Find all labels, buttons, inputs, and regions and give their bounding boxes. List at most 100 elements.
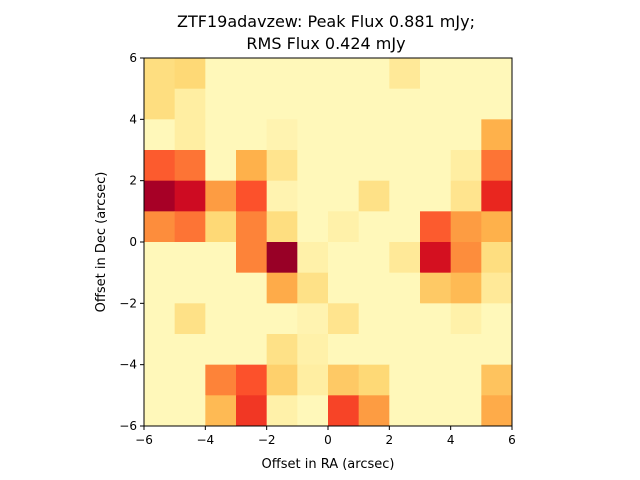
heatmap-cell [481, 150, 513, 182]
heatmap-cell [450, 119, 482, 151]
heatmap-cell [328, 88, 360, 120]
heatmap-cell [481, 272, 513, 304]
heatmap-cell [144, 334, 176, 366]
heatmap-cell [358, 303, 390, 335]
heatmap-cell [205, 150, 237, 182]
heatmap-cell [266, 272, 298, 304]
heatmap-cell [266, 303, 298, 335]
heatmap-cell [236, 395, 268, 427]
heatmap-cell [144, 395, 176, 427]
heatmap-cell [174, 303, 206, 335]
heatmap-cell [297, 242, 329, 274]
heatmap-cell [236, 150, 268, 182]
y-tick-label: 0 [129, 235, 137, 249]
heatmap-cell [236, 88, 268, 120]
heatmap-cell [266, 334, 298, 366]
x-tick-label: 2 [386, 433, 394, 447]
heatmap-cell [358, 364, 390, 396]
heatmap-cell [420, 58, 452, 90]
heatmap-cell [174, 242, 206, 274]
x-tick-label: −6 [135, 433, 153, 447]
heatmap-cell [328, 119, 360, 151]
heatmap-cell [481, 303, 513, 335]
heatmap-cell [481, 211, 513, 243]
heatmap-cell [297, 180, 329, 212]
chart-title-line-2: RMS Flux 0.424 mJy [246, 34, 405, 53]
heatmap-cell [174, 150, 206, 182]
heatmap-cell [266, 58, 298, 90]
heatmap-cell [328, 150, 360, 182]
heatmap-cell [297, 395, 329, 427]
heatmap-cell [450, 242, 482, 274]
y-tick-label: −2 [119, 296, 137, 310]
heatmap-cell [450, 272, 482, 304]
heatmap-cell [420, 119, 452, 151]
heatmap-cell [297, 303, 329, 335]
heatmap-cell [420, 88, 452, 120]
heatmap-cell [297, 88, 329, 120]
heatmap-cell [358, 334, 390, 366]
heatmap-cell [420, 303, 452, 335]
heatmap-cell [144, 180, 176, 212]
heatmap-cell [358, 395, 390, 427]
heatmap-cell [481, 395, 513, 427]
heatmap-cell [481, 119, 513, 151]
heatmap-cell [297, 334, 329, 366]
heatmap-cell [174, 364, 206, 396]
heatmap-cell [328, 395, 360, 427]
x-axis-label: Offset in RA (arcsec) [262, 457, 395, 472]
heatmap-cell [450, 150, 482, 182]
heatmap-cell [450, 395, 482, 427]
heatmap-cell [358, 119, 390, 151]
heatmap-cell [420, 395, 452, 427]
heatmap-cell [205, 334, 237, 366]
heatmap-cell [420, 150, 452, 182]
heatmap-cell [174, 180, 206, 212]
heatmap-cell [297, 211, 329, 243]
heatmap-cell [481, 58, 513, 90]
heatmap-cell [266, 364, 298, 396]
heatmap-cell [297, 58, 329, 90]
heatmap-cell [358, 88, 390, 120]
x-tick-label: −4 [196, 433, 214, 447]
heatmap-cell [236, 242, 268, 274]
heatmap-cell [450, 88, 482, 120]
heatmap-cell [328, 211, 360, 243]
heatmap-cell [389, 119, 421, 151]
heatmap-cell [266, 150, 298, 182]
heatmap-cell [174, 272, 206, 304]
heatmap-cell [450, 180, 482, 212]
heatmap-cell [389, 242, 421, 274]
y-axis-ticks: −6 −4 −2 0 2 4 6 [119, 51, 144, 433]
heatmap-cell [174, 58, 206, 90]
heatmap-cell [236, 272, 268, 304]
heatmap-cell [481, 180, 513, 212]
y-tick-label: 2 [129, 174, 137, 188]
heatmap-cell [328, 58, 360, 90]
heatmap-cell [205, 395, 237, 427]
heatmap-cell [358, 242, 390, 274]
heatmap-cell [236, 364, 268, 396]
heatmap-cell [389, 272, 421, 304]
heatmap-cell [236, 334, 268, 366]
heatmap-cell [266, 119, 298, 151]
heatmap-cell [420, 272, 452, 304]
heatmap-cell [450, 364, 482, 396]
heatmap-cell [174, 119, 206, 151]
heatmap-cell [236, 303, 268, 335]
heatmap-cell [205, 180, 237, 212]
heatmap-cell [328, 242, 360, 274]
heatmap-cell [174, 211, 206, 243]
heatmap-cell [450, 334, 482, 366]
heatmap-cell [205, 119, 237, 151]
heatmap-cell [389, 395, 421, 427]
heatmap-cell [174, 334, 206, 366]
heatmap-cell [328, 364, 360, 396]
heatmap-cell [358, 211, 390, 243]
heatmap-cell [481, 334, 513, 366]
x-tick-label: 6 [508, 433, 516, 447]
heatmap-cell [420, 242, 452, 274]
y-tick-label: 6 [129, 51, 137, 65]
heatmap-cell [266, 242, 298, 274]
